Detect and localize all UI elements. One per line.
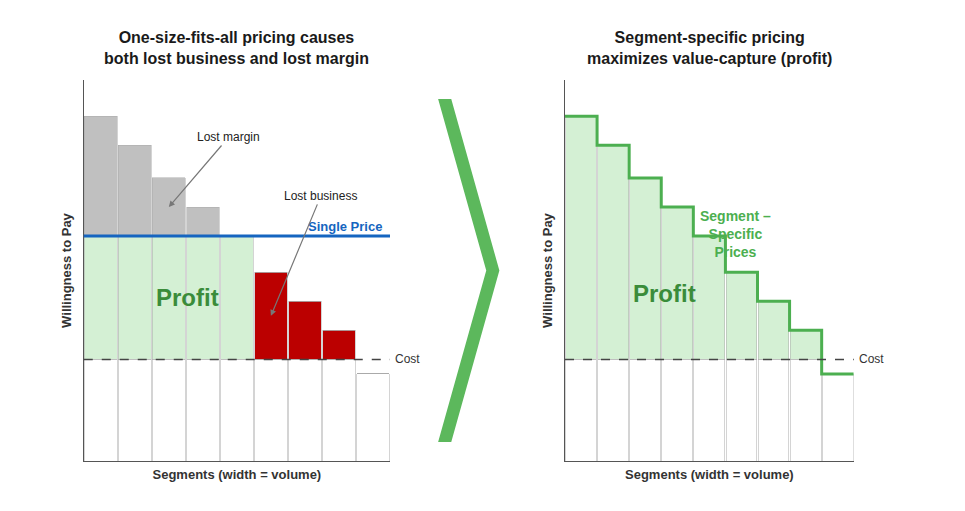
svg-text:Segment –SpecificPrices: Segment –SpecificPrices	[700, 208, 771, 260]
svg-text:Cost: Cost	[395, 352, 420, 366]
svg-text:Cost: Cost	[859, 352, 884, 366]
svg-text:Single Price: Single Price	[308, 219, 382, 234]
svg-text:Profit: Profit	[633, 280, 696, 307]
svg-text:Willingness to Pay: Willingness to Pay	[540, 212, 555, 328]
svg-text:Profit: Profit	[156, 284, 219, 311]
svg-text:Lost margin: Lost margin	[197, 130, 260, 144]
svg-text:Lost business: Lost business	[284, 189, 357, 203]
svg-text:Segments (width = volume): Segments (width = volume)	[625, 467, 794, 482]
svg-text:One-size-fits-all pricing caus: One-size-fits-all pricing causesboth los…	[104, 29, 369, 67]
svg-text:Willingness to Pay: Willingness to Pay	[59, 212, 74, 328]
svg-text:Segment-specific pricingmaximi: Segment-specific pricingmaximizes value-…	[587, 29, 832, 67]
svg-text:Segments (width = volume): Segments (width = volume)	[153, 467, 322, 482]
